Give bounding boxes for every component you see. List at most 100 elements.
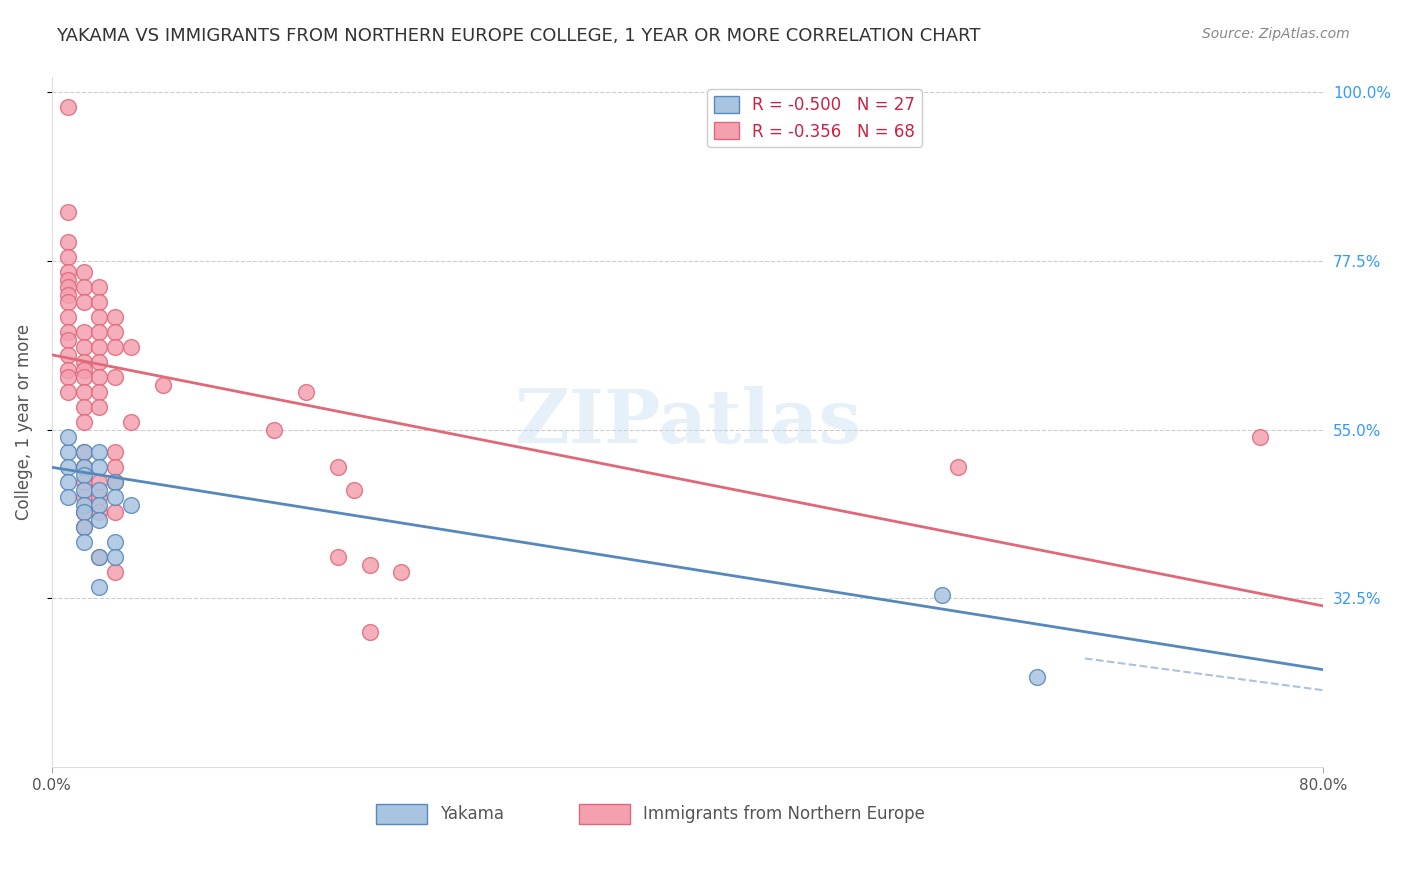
Point [391,566,413,580]
Point [72,280,94,294]
Point [89,355,111,369]
Point [89,295,111,310]
Point [56,288,79,302]
Point [72,535,94,549]
Point [89,550,111,565]
Point [56,251,79,265]
Text: Source: ZipAtlas.com: Source: ZipAtlas.com [1202,27,1350,41]
Point [72,475,94,490]
Point [72,505,94,519]
Point [56,363,79,377]
Point [56,348,79,362]
Point [89,445,111,459]
Text: Immigrants from Northern Europe: Immigrants from Northern Europe [643,805,925,823]
Point [56,100,79,114]
Point [104,326,127,340]
Point [89,310,111,325]
Point [89,550,111,565]
Point [72,505,94,519]
Point [89,498,111,512]
Y-axis label: College, 1 year or more: College, 1 year or more [15,324,32,520]
Point [72,355,94,369]
Point [72,385,94,400]
Point [295,385,318,400]
Point [72,467,94,482]
Point [1026,670,1049,684]
Point [104,490,127,504]
Point [72,520,94,534]
Point [89,401,111,415]
Point [56,430,79,444]
Point [89,385,111,400]
Point [104,505,127,519]
Point [946,460,969,475]
Point [89,505,111,519]
Point [72,460,94,475]
Point [104,460,127,475]
Text: YAKAMA VS IMMIGRANTS FROM NORTHERN EUROPE COLLEGE, 1 YEAR OR MORE CORRELATION CH: YAKAMA VS IMMIGRANTS FROM NORTHERN EUROP… [56,27,981,45]
Point [326,460,349,475]
Point [89,513,111,527]
Point [72,295,94,310]
Point [89,483,111,497]
Point [89,580,111,594]
Text: ZIPatlas: ZIPatlas [515,386,860,458]
Point [72,363,94,377]
Point [89,475,111,490]
Point [89,280,111,294]
Point [72,445,94,459]
Point [931,588,953,602]
Point [104,550,127,565]
Point [56,475,79,490]
Point [359,625,381,640]
Point [104,370,127,384]
Point [326,550,349,565]
Point [56,295,79,310]
Point [72,483,94,497]
Point [56,280,79,294]
Point [343,483,366,497]
Point [72,415,94,429]
Legend: R = -0.500   N = 27, R = -0.356   N = 68: R = -0.500 N = 27, R = -0.356 N = 68 [707,89,922,147]
Point [56,235,79,250]
Point [89,370,111,384]
Point [104,310,127,325]
Point [72,490,94,504]
Point [56,273,79,287]
Point [56,326,79,340]
Bar [375,805,427,823]
Point [104,475,127,490]
Point [89,326,111,340]
Point [120,415,142,429]
Point [72,445,94,459]
Point [120,498,142,512]
Point [56,310,79,325]
Bar [579,805,630,823]
Point [120,340,142,354]
Point [56,445,79,459]
Point [72,520,94,534]
Point [72,265,94,279]
Point [72,370,94,384]
Point [72,326,94,340]
Point [359,558,381,572]
Point [72,340,94,354]
Point [56,460,79,475]
Point [89,340,111,354]
Point [56,490,79,504]
Point [56,265,79,279]
Point [56,333,79,347]
Point [72,460,94,475]
Point [104,475,127,490]
Point [56,370,79,384]
Point [56,205,79,219]
Point [104,535,127,549]
Text: Yakama: Yakama [440,805,503,823]
Point [263,423,285,437]
Point [1249,430,1271,444]
Point [152,377,174,392]
Point [56,385,79,400]
Point [104,340,127,354]
Point [89,490,111,504]
Point [104,566,127,580]
